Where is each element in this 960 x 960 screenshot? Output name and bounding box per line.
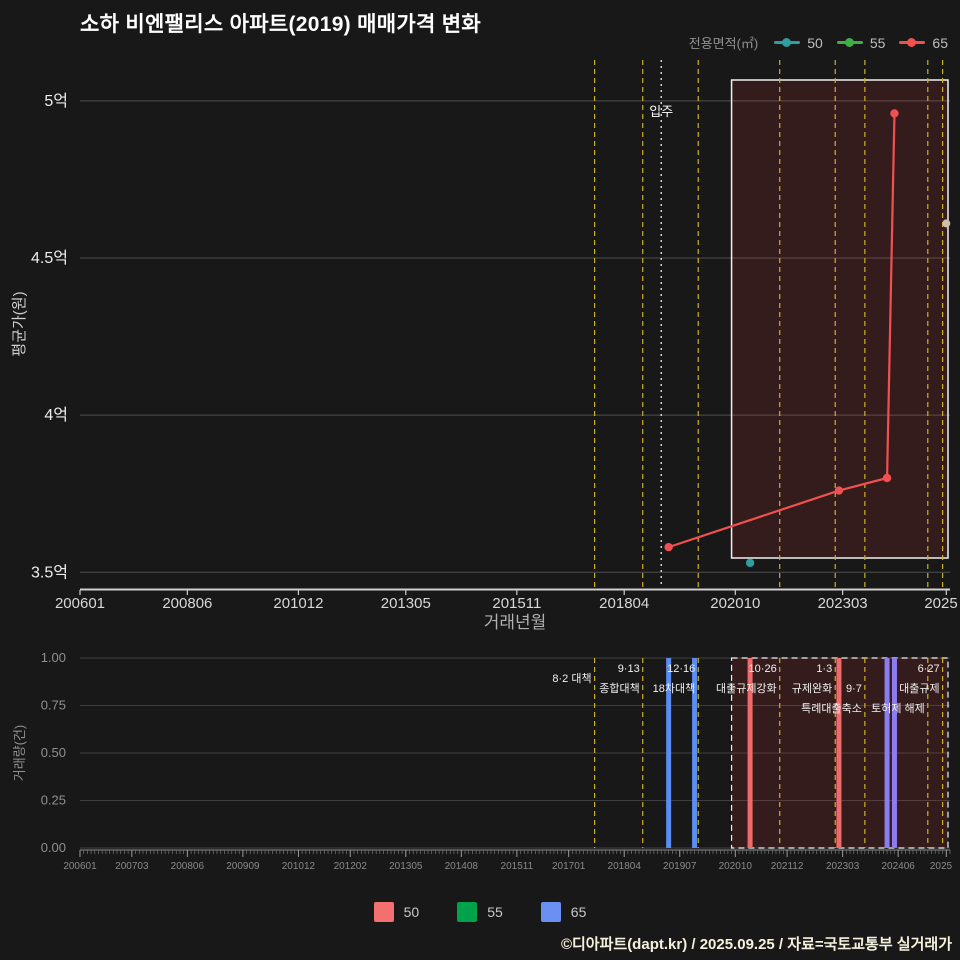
volume-xtick-label: 201408 [445,861,479,872]
policy-annotation: 대출규제강화 [716,682,777,695]
policy-annotation: 6·27 [918,663,940,675]
price-xaxis-title: 거래년월 [484,613,547,632]
volume-ytick-label: 0.00 [41,840,66,855]
legend-label: 55 [487,904,503,920]
legend-label: 65 [932,34,948,51]
volume-bar-65 [666,658,672,848]
price-ytick-label: 4.5억 [31,249,68,267]
dot-icon [907,38,917,47]
line-swatch-icon [774,38,801,47]
price-xtick-label: 202010 [710,595,760,612]
policy-annotation: 종합대책 [599,682,639,695]
dot-icon [782,38,792,47]
volume-xtick-label: 202303 [826,861,860,872]
legend-label: 65 [570,904,587,920]
price-xtick-label: 201305 [381,595,431,612]
volume-xtick-label: 200601 [63,861,97,872]
volume-xtick-label: 201804 [608,861,642,872]
series-line-65 [668,113,896,549]
volume-xtick-label: 201511 [501,861,534,872]
legend-label: 50 [807,34,823,51]
volume-xtick-label: 201202 [334,861,368,872]
volume-xtick-label: 202010 [719,861,753,872]
volume-legend-item-55: 55 [457,902,503,922]
policy-annotation: 18차대책 [653,682,696,695]
volume-yaxis-title: 거래량(건) [12,725,27,782]
copyright-source-text: ©디아파트(dapt.kr) / 2025.09.25 / 자료=국토교통부 실… [560,936,952,953]
price-xtick-label: 201012 [273,595,323,612]
volume-bar-50+65 [891,658,897,848]
price-xtick-label: 201804 [599,595,649,612]
volume-ytick-label: 1.00 [41,650,66,665]
square-swatch-icon [457,902,478,922]
policy-annotation: 규제완화 [792,682,832,695]
volume-xtick-label: 200909 [226,861,260,872]
line-swatch-icon [836,38,863,47]
square-swatch-icon [373,902,394,922]
legend-item-50[interactable]: 50 [774,35,823,51]
volume-xtick-label: 202406 [881,861,915,872]
policy-annotation: 10·26 [749,663,777,675]
volume-xtick-label: 201701 [552,861,586,872]
policy-annotation: 8·2 대책 [552,672,591,685]
price-xtick-label: 202303 [818,595,868,612]
price-xtick-label: 2025 [924,595,957,612]
legend-label: 55 [869,34,886,51]
volume-ytick-label: 0.75 [41,698,66,713]
legend-item-65[interactable]: 65 [899,35,948,51]
volume-chart: 0.00 0.25 0.50 0.75 1.00 거래량(건) 8·2 대책 9·13 종합대책… [12,650,953,872]
highlight-region [730,79,949,559]
policy-annotation: 12·16 [667,663,695,675]
price-xtick-label: 200601 [55,595,105,612]
volume-ytick-label: 0.50 [41,745,66,760]
volume-xtick-label: 201305 [389,861,423,872]
volume-legend-item-65: 65 [540,902,587,922]
data-point-65 [664,542,673,552]
volume-bar-50 [836,658,842,848]
line-swatch-icon [899,38,926,47]
volume-xtick-label: 201012 [282,861,316,872]
data-point-65 [890,109,899,118]
dot-icon [844,38,854,47]
volume-legend-item-50: 50 [373,902,420,922]
volume-xtick-label: 2025 [930,861,953,872]
price-ytick-label: 5억 [44,92,68,110]
movein-label: 입주 [649,104,673,119]
volume-ytick-label: 0.25 [41,793,66,808]
legend-title: 전용면적(㎡) [688,36,759,51]
price-xtick-label: 201511 [492,595,541,612]
area-size-legend: 전용면적(㎡) 50 55 65 [689,33,948,52]
policy-annotation: 특례대출축소 [801,702,862,715]
volume-xtick-label: 201907 [663,861,697,872]
price-ytick-label: 3.5억 [31,563,68,581]
data-point-65 [882,473,892,483]
volume-bar-50+65 [884,658,890,848]
price-ytick-label: 4억 [44,406,68,424]
volume-xtick-label: 202112 [771,861,804,872]
policy-annotation: 9·7 [846,683,862,695]
volume-xtick-label: 200703 [115,861,149,872]
policy-annotation: 대출규제 [899,682,939,695]
legend-label: 50 [403,904,420,920]
square-swatch-icon [540,902,561,922]
page-title: 소하 비엔팰리스 아파트(2019) 매매가격 변화 [80,13,481,36]
price-yaxis-title: 평균가(원) [11,291,28,356]
volume-xtick-label: 200806 [171,861,205,872]
volume-bar-50 [747,658,753,848]
volume-bar-65 [692,658,698,848]
data-point-65 [834,486,844,495]
volume-legend: 50 55 65 [0,902,960,922]
policy-annotation: 9·13 [618,663,640,675]
legend-item-55[interactable]: 55 [836,34,886,51]
price-xtick-label: 200806 [162,595,212,612]
latest-price-marker [942,219,951,228]
policy-annotation: 1·3 [816,663,832,675]
data-point-50 [745,558,755,568]
policy-annotation: 토허제 해제 [871,701,925,715]
